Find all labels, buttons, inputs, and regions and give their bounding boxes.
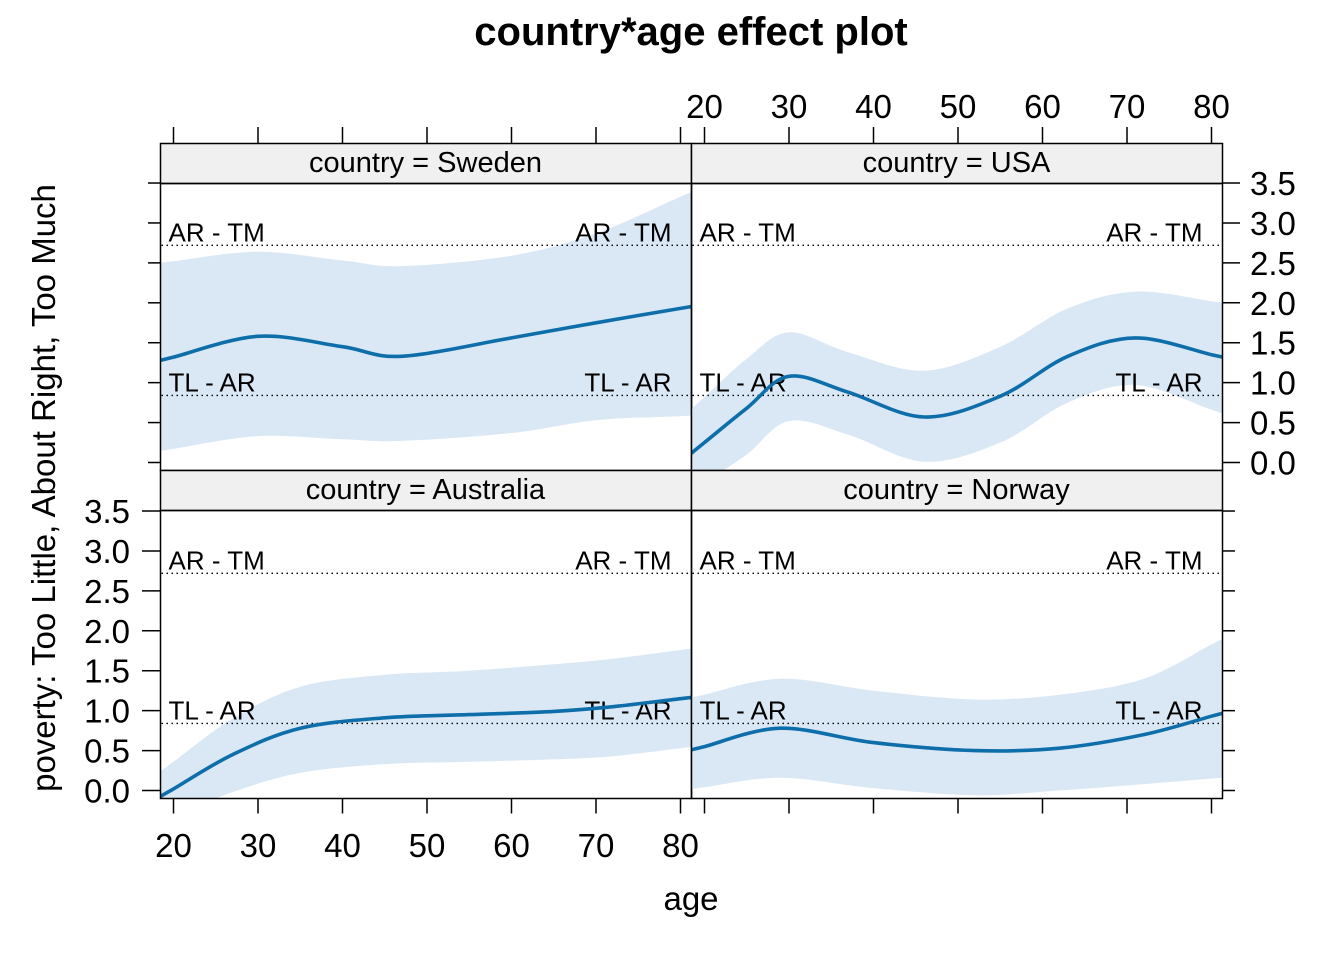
strip-australia: [159, 469, 693, 512]
strip-norway: [690, 469, 1224, 512]
y-tick-label-right: 3.5: [1250, 165, 1296, 202]
strip-sweden: [159, 142, 693, 185]
y-tick-label-right: 3.0: [1250, 205, 1296, 242]
confidence-band-usa: [691, 291, 1223, 471]
threshold-label-right-tl-ar-sweden: TL - AR: [584, 367, 671, 397]
fit-line-usa: [691, 336, 1223, 456]
panel-clipped-sweden: AR - TM AR - TM TL - AR TL - AR: [160, 191, 692, 451]
x-tick-label-top: 30: [771, 88, 808, 125]
confidence-band-norway: [691, 638, 1223, 796]
threshold-label-left-ar-tm-norway: AR - TM: [700, 545, 796, 575]
plot-title: country*age effect plot: [474, 10, 908, 54]
y-tick-label-left: 0.0: [84, 773, 130, 810]
threshold-label-right-ar-tm-usa: AR - TM: [1106, 217, 1202, 247]
threshold-label-right-tl-ar-usa: TL - AR: [1115, 367, 1202, 397]
x-tick-label-top: 50: [940, 88, 977, 125]
panel-sweden: AR - TM AR - TM TL - AR TL - AR: [159, 142, 693, 472]
fit-line-norway: [691, 711, 1223, 753]
x-tick-label-top: 20: [686, 88, 723, 125]
y-tick-label-right: 1.0: [1250, 365, 1296, 402]
y-tick-label-right: 1.5: [1250, 325, 1296, 362]
panel-norway: AR - TM AR - TM TL - AR TL - AR: [690, 469, 1224, 800]
threshold-label-left-ar-tm-sweden: AR - TM: [169, 217, 265, 247]
y-tick-label-left: 1.5: [84, 653, 130, 690]
x-tick-label-top: 70: [1109, 88, 1146, 125]
confidence-band-australia: [160, 648, 692, 799]
threshold-label-right-tl-ar-norway: TL - AR: [1115, 695, 1202, 725]
fit-line-sweden: [160, 304, 692, 363]
y-tick-label-left: 3.5: [84, 493, 130, 530]
x-tick-label-bottom: 70: [578, 827, 615, 864]
strip-usa: [690, 142, 1224, 185]
threshold-label-right-ar-tm-norway: AR - TM: [1106, 545, 1202, 575]
x-tick-label-top: 80: [1193, 88, 1230, 125]
x-tick-label-bottom: 40: [324, 827, 361, 864]
y-tick-label-right: 0.5: [1250, 405, 1296, 442]
x-tick-label-bottom: 80: [662, 827, 699, 864]
y-tick-label-right: 2.0: [1250, 285, 1296, 322]
x-axis-title: age: [663, 880, 719, 917]
y-tick-label-left: 2.5: [84, 573, 130, 610]
x-tick-label-bottom: 50: [409, 827, 446, 864]
threshold-label-right-ar-tm-australia: AR - TM: [575, 545, 671, 575]
y-tick-label-left: 0.5: [84, 733, 130, 770]
x-tick-label-bottom: 60: [493, 827, 530, 864]
y-tick-label-left: 3.0: [84, 533, 130, 570]
x-tick-label-bottom: 20: [155, 827, 192, 864]
x-tick-label-bottom: 30: [240, 827, 277, 864]
y-tick-label-left: 1.0: [84, 693, 130, 730]
confidence-band-sweden: [160, 191, 692, 451]
y-tick-label-right: 2.5: [1250, 245, 1296, 282]
threshold-label-right-ar-tm-sweden: AR - TM: [575, 217, 671, 247]
threshold-label-left-tl-ar-australia: TL - AR: [169, 695, 256, 725]
y-tick-label-left: 2.0: [84, 613, 130, 650]
panel-clipped-norway: AR - TM AR - TM TL - AR TL - AR: [691, 545, 1223, 796]
fit-line-australia: [160, 695, 692, 799]
x-tick-label-top: 40: [855, 88, 892, 125]
threshold-label-left-tl-ar-sweden: TL - AR: [169, 367, 256, 397]
threshold-label-left-ar-tm-australia: AR - TM: [169, 545, 265, 575]
x-tick-label-top: 60: [1024, 88, 1061, 125]
threshold-label-left-tl-ar-norway: TL - AR: [700, 695, 787, 725]
y-axis-title: poverty: Too Little, About Right, Too Mu…: [25, 184, 62, 792]
y-tick-label-right: 0.0: [1250, 445, 1296, 482]
panel-frame-norway: [690, 509, 1224, 800]
threshold-label-left-ar-tm-usa: AR - TM: [700, 217, 796, 247]
